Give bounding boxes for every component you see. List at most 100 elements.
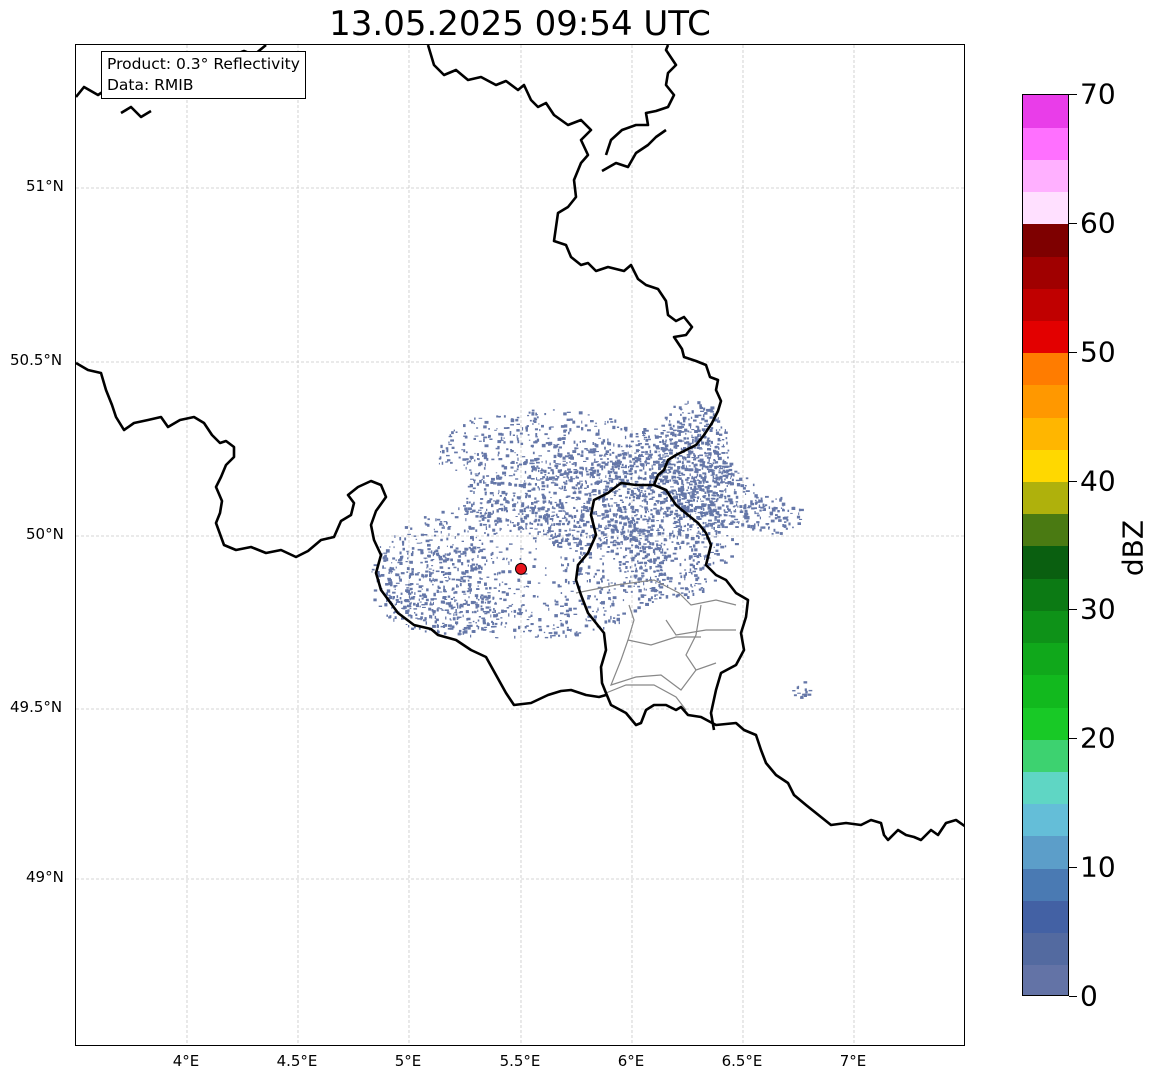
echo-pixel <box>629 566 632 569</box>
echo-pixel <box>462 603 467 605</box>
echo-pixel <box>728 498 733 502</box>
echo-pixel <box>568 520 571 524</box>
colorbar-segment <box>1023 127 1068 160</box>
map-area[interactable] <box>75 44 965 1046</box>
echo-pixel <box>452 625 455 629</box>
echo-pixel <box>569 461 571 463</box>
echo-pixel <box>423 595 428 598</box>
echo-pixel <box>531 523 534 525</box>
echo-pixel <box>470 478 474 480</box>
echo-pixel <box>715 499 718 503</box>
echo-pixel <box>681 426 685 428</box>
echo-pixel <box>500 439 504 441</box>
echo-pixel <box>673 476 676 479</box>
echo-pixel <box>604 463 609 466</box>
echo-pixel <box>635 435 639 438</box>
echo-pixel <box>614 474 618 478</box>
echo-pixel <box>490 480 494 484</box>
echo-pixel <box>537 467 540 469</box>
echo-pixel <box>498 517 502 521</box>
echo-pixel <box>641 500 644 502</box>
echo-pixel <box>466 624 471 627</box>
colorbar-segment <box>1023 739 1068 772</box>
colorbar-segment <box>1023 900 1068 934</box>
echo-pixel <box>710 497 715 500</box>
echo-pixel <box>470 536 474 540</box>
echo-pixel <box>394 611 397 613</box>
echo-pixel <box>744 485 747 487</box>
echo-pixel <box>657 482 660 485</box>
echo-pixel <box>630 489 633 492</box>
echo-pixel <box>722 560 726 562</box>
echo-pixel <box>409 583 414 586</box>
echo-pixel <box>536 438 540 442</box>
echo-pixel <box>653 504 657 506</box>
echo-pixel <box>712 413 715 416</box>
echo-pixel <box>555 466 558 469</box>
echo-pixel <box>623 471 628 475</box>
echo-pixel <box>663 551 667 554</box>
echo-pixel <box>646 538 648 541</box>
echo-pixel <box>566 629 571 631</box>
echo-pixel <box>690 480 694 483</box>
echo-pixel <box>712 479 714 483</box>
echo-pixel <box>623 427 627 430</box>
echo-pixel <box>740 509 742 513</box>
echo-pixel <box>584 545 588 547</box>
echo-pixel <box>554 603 559 606</box>
echo-pixel <box>704 451 707 455</box>
echo-pixel <box>416 583 419 585</box>
echo-pixel <box>380 574 385 577</box>
echo-pixel <box>639 492 641 495</box>
echo-pixel <box>424 630 427 633</box>
echo-pixel <box>525 514 530 518</box>
echo-pixel <box>562 456 566 460</box>
echo-pixel <box>528 482 531 486</box>
echo-pixel <box>673 445 675 449</box>
echo-pixel <box>689 517 691 521</box>
echo-pixel <box>529 630 531 633</box>
echo-pixel <box>545 510 549 513</box>
echo-pixel <box>396 595 399 598</box>
echo-pixel <box>598 537 601 540</box>
echo-pixel <box>658 548 661 552</box>
echo-pixel <box>719 514 722 517</box>
echo-pixel <box>594 425 598 427</box>
echo-pixel <box>455 613 458 616</box>
echo-pixel <box>723 466 725 469</box>
echo-pixel <box>580 551 582 555</box>
echo-pixel <box>658 436 662 438</box>
echo-pixel <box>712 514 715 517</box>
echo-pixel <box>547 508 550 511</box>
echo-pixel <box>603 491 607 494</box>
echo-pixel <box>469 419 472 422</box>
echo-pixel <box>653 503 657 506</box>
echo-pixel <box>734 488 736 491</box>
echo-pixel <box>669 532 672 537</box>
echo-pixel <box>484 582 487 586</box>
echo-pixel <box>483 480 485 484</box>
echo-pixel <box>659 453 661 458</box>
echo-pixel <box>630 493 634 496</box>
echo-pixel <box>604 446 606 450</box>
echo-pixel <box>594 595 596 598</box>
echo-pixel <box>456 584 458 588</box>
echo-pixel <box>468 501 471 504</box>
echo-pixel <box>532 451 535 455</box>
echo-pixel <box>698 448 703 450</box>
colorbar-tick-label: 60 <box>1080 206 1116 240</box>
echo-pixel <box>630 440 634 443</box>
echo-pixel <box>642 575 644 579</box>
echo-pixel <box>478 570 481 573</box>
echo-pixel <box>693 476 697 479</box>
province-border-2 <box>627 604 701 646</box>
echo-pixel <box>569 547 572 550</box>
echo-pixel <box>608 442 612 446</box>
echo-pixel <box>544 433 548 436</box>
echo-pixel <box>762 503 765 507</box>
echo-pixel <box>408 575 411 579</box>
echo-pixel <box>582 506 584 508</box>
echo-pixel <box>637 487 639 491</box>
echo-pixel <box>602 439 606 443</box>
echo-pixel <box>493 532 497 535</box>
